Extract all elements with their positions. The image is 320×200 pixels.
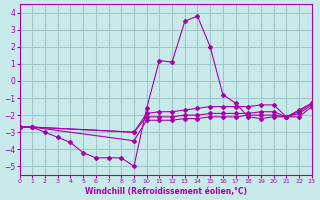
X-axis label: Windchill (Refroidissement éolien,°C): Windchill (Refroidissement éolien,°C): [85, 187, 247, 196]
